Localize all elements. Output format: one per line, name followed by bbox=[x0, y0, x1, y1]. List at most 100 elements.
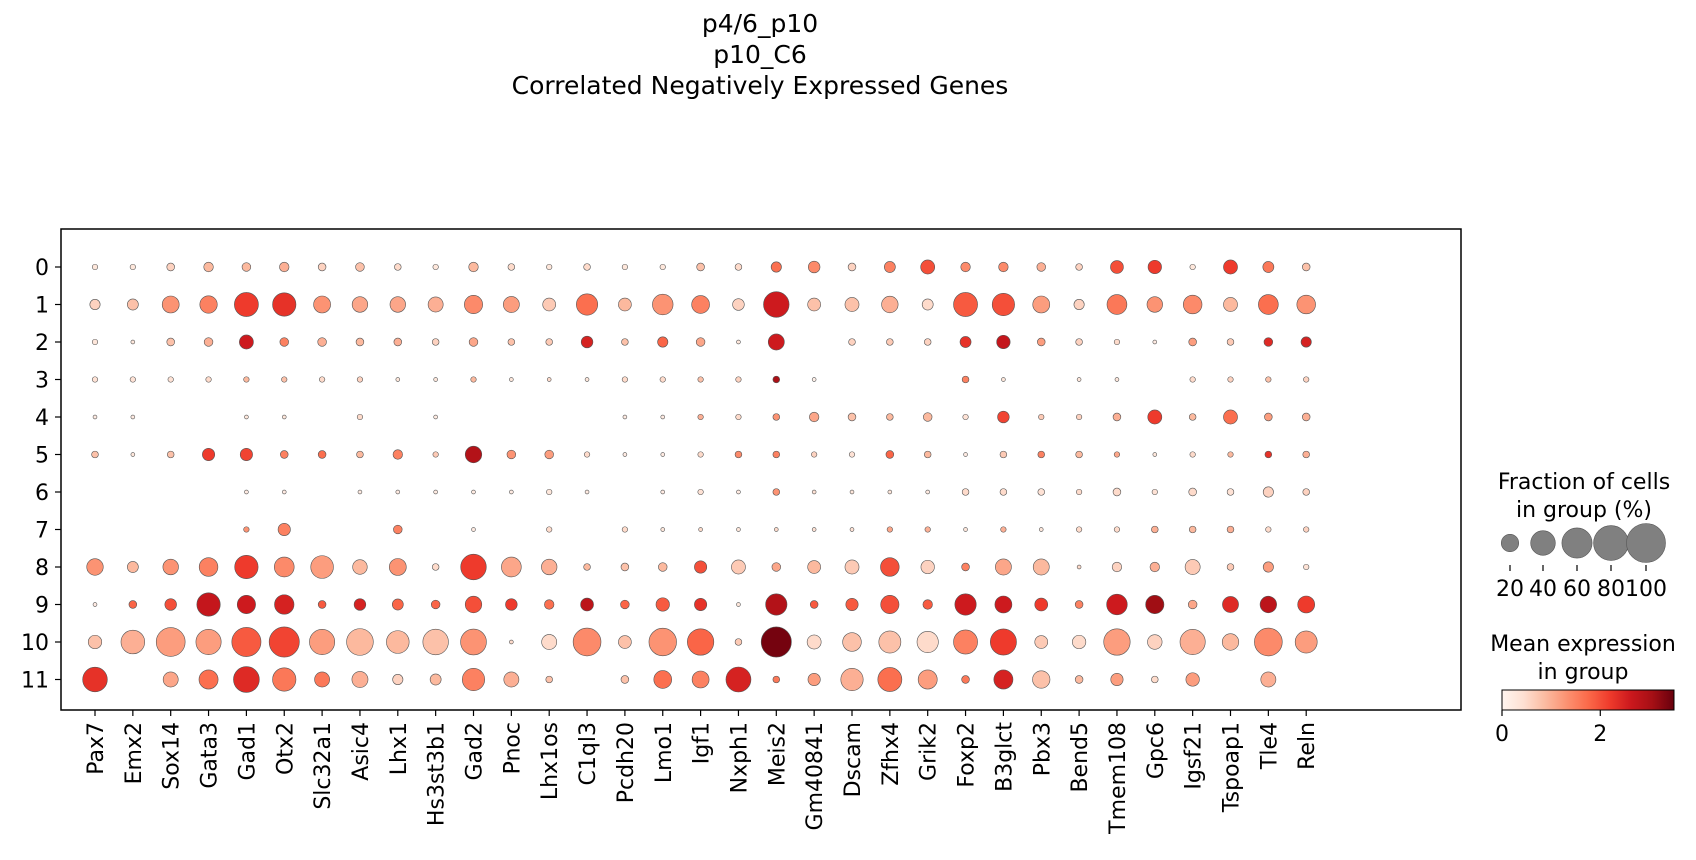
dot-bend5-group-1 bbox=[1073, 299, 1085, 310]
dot-asic4-group-11 bbox=[351, 671, 369, 688]
dot-tspoap1-group-5 bbox=[1227, 451, 1234, 458]
dot-grik2-group-9 bbox=[922, 599, 933, 610]
dot-nxph1-group-6 bbox=[736, 489, 741, 495]
dot-lhx1-group-11 bbox=[392, 674, 404, 685]
x-tick-label-zfhx4: Zfhx4 bbox=[879, 722, 904, 786]
dot-gata3-group-5 bbox=[202, 448, 216, 461]
dot-pnoc-group-0 bbox=[507, 263, 516, 271]
dot-lhx1os-group-1 bbox=[542, 297, 556, 312]
dot-pax7-group-8 bbox=[86, 558, 104, 576]
dot-foxp2-group-7 bbox=[963, 527, 968, 532]
dot-lhx1-group-9 bbox=[391, 598, 404, 611]
dot-nxph1-group-0 bbox=[734, 263, 743, 271]
dot-gad1-group-1 bbox=[234, 292, 259, 317]
dot-gata3-group-0 bbox=[203, 261, 214, 273]
x-tick-label-lmo1: Lmo1 bbox=[652, 722, 677, 783]
dot-grik2-group-4 bbox=[923, 412, 933, 422]
dot-hs3st3b1-group-8 bbox=[431, 563, 440, 571]
dot-lmo1-group-6 bbox=[660, 489, 665, 495]
dot-dscam-group-0 bbox=[847, 262, 857, 272]
dot-slc32a1-group-10 bbox=[309, 629, 336, 655]
dot-tspoap1-group-2 bbox=[1226, 338, 1235, 346]
x-tick-label-tle4: Tle4 bbox=[1257, 722, 1282, 770]
dot-tmem108-group-9 bbox=[1106, 593, 1128, 616]
dot-gad2-group-5 bbox=[464, 445, 483, 464]
dot-pax7-group-9 bbox=[92, 602, 98, 607]
dot-asic4-group-2 bbox=[355, 337, 365, 347]
dot-lhx1-group-6 bbox=[395, 489, 401, 495]
dot-grik2-group-7 bbox=[924, 526, 931, 533]
dot-c1ql3-group-5 bbox=[583, 451, 591, 458]
dot-tle4-group-9 bbox=[1259, 595, 1277, 614]
size-legend-dot-40 bbox=[1530, 530, 1556, 556]
dot-lmo1-group-8 bbox=[658, 562, 668, 572]
dot-igf1-group-9 bbox=[694, 598, 708, 611]
x-tick-label-nxph1: Nxph1 bbox=[727, 722, 752, 793]
x-tick-label-lhx1: Lhx1 bbox=[387, 722, 412, 775]
dot-meis2-group-9 bbox=[765, 593, 788, 616]
dot-zfhx4-group-6 bbox=[887, 489, 893, 495]
dot-igf1-group-1 bbox=[691, 295, 710, 314]
dot-emx2-group-4 bbox=[130, 414, 136, 420]
dot-lhx1os-group-10 bbox=[541, 634, 558, 650]
size-legend-items: 20 40 60 80 100 bbox=[1496, 523, 1667, 602]
x-tick-label-c1ql3: C1ql3 bbox=[576, 722, 601, 785]
dot-igf1-group-8 bbox=[694, 560, 708, 574]
dot-tmem108-group-5 bbox=[1113, 451, 1121, 458]
dot-gad2-group-8 bbox=[460, 553, 487, 581]
dot-sox14-group-1 bbox=[161, 295, 180, 314]
dot-sox14-group-5 bbox=[167, 450, 175, 459]
dot-gad1-group-6 bbox=[244, 489, 249, 495]
y-tick-label-0: 0 bbox=[35, 256, 49, 281]
dot-otx2-group-2 bbox=[279, 337, 289, 347]
dot-pcdh20-group-1 bbox=[618, 297, 632, 312]
dot-gpc6-group-6 bbox=[1151, 488, 1158, 496]
y-tick-label-10: 10 bbox=[21, 631, 49, 656]
dot-dscam-group-6 bbox=[849, 489, 855, 495]
dot-gad1-group-10 bbox=[231, 627, 262, 657]
dot-emx2-group-8 bbox=[127, 561, 139, 573]
dot-gpc6-group-7 bbox=[1151, 525, 1159, 534]
dot-gpc6-group-0 bbox=[1147, 259, 1162, 275]
dot-pcdh20-group-8 bbox=[620, 562, 630, 572]
dot-tspoap1-group-1 bbox=[1223, 297, 1238, 312]
dot-bend5-group-5 bbox=[1075, 450, 1083, 459]
dot-foxp2-group-11 bbox=[961, 675, 970, 684]
dot-tmem108-group-1 bbox=[1106, 294, 1128, 315]
dot-pbx3-group-7 bbox=[1039, 527, 1044, 532]
x-tick-label-gm40841: Gm40841 bbox=[803, 722, 828, 830]
dot-grik2-group-10 bbox=[916, 631, 939, 653]
dot-gpc6-group-8 bbox=[1149, 561, 1160, 573]
dot-lmo1-group-10 bbox=[648, 627, 677, 657]
dot-lhx1-group-5 bbox=[392, 449, 403, 460]
dot-pbx3-group-9 bbox=[1034, 597, 1049, 612]
dot-tspoap1-group-4 bbox=[1223, 409, 1238, 425]
x-tick-label-foxp2: Foxp2 bbox=[955, 722, 980, 788]
dot-emx2-group-0 bbox=[129, 263, 136, 271]
dot-tle4-group-4 bbox=[1264, 412, 1273, 422]
x-tick-label-pnoc: Pnoc bbox=[500, 722, 525, 774]
dot-bend5-group-11 bbox=[1074, 675, 1084, 684]
dot-gm40841-group-9 bbox=[809, 600, 819, 609]
dot-dscam-group-5 bbox=[848, 451, 856, 458]
dot-zfhx4-group-1 bbox=[881, 295, 899, 314]
dot-reln-group-4 bbox=[1301, 412, 1311, 422]
size-legend-dot-60 bbox=[1561, 527, 1593, 559]
dot-tle4-group-5 bbox=[1264, 450, 1273, 459]
dot-c1ql3-group-6 bbox=[584, 489, 590, 495]
dot-lhx1os-group-0 bbox=[546, 263, 553, 271]
dot-igsf21-group-5 bbox=[1189, 451, 1196, 458]
dot-bend5-group-10 bbox=[1072, 634, 1087, 650]
dot-pcdh20-group-3 bbox=[621, 376, 628, 383]
dot-asic4-group-3 bbox=[356, 376, 364, 383]
dot-gad2-group-11 bbox=[461, 667, 485, 691]
dot-gad2-group-9 bbox=[464, 595, 483, 614]
dot-sox14-group-2 bbox=[166, 337, 175, 347]
dot-gm40841-group-7 bbox=[811, 527, 817, 532]
dot-meis2-group-3 bbox=[772, 375, 780, 384]
dot-emx2-group-5 bbox=[130, 452, 136, 457]
dot-grik2-group-2 bbox=[924, 338, 932, 346]
dot-slc32a1-group-8 bbox=[310, 555, 334, 579]
dot-grik2-group-8 bbox=[920, 559, 935, 575]
dot-hs3st3b1-group-6 bbox=[433, 489, 438, 495]
